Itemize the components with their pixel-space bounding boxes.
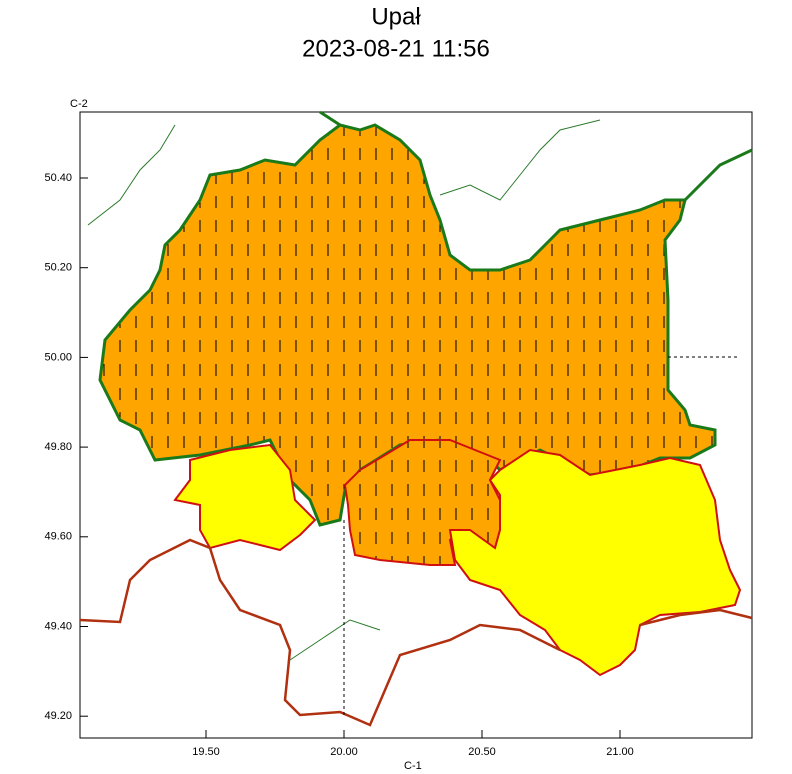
x-tick-label: 20.00 xyxy=(330,746,358,758)
y-tick-label: 49.80 xyxy=(44,441,72,453)
river xyxy=(289,619,381,661)
y-tick-label: 50.20 xyxy=(44,262,72,274)
x-tick-label: 21.00 xyxy=(606,746,634,758)
y-tick-label: 50.00 xyxy=(44,351,72,363)
warning-yellow-west xyxy=(173,443,317,552)
map-area xyxy=(79,110,753,739)
x-axis-label: C-1 xyxy=(404,760,422,769)
warning-yellow-east xyxy=(448,448,742,677)
river xyxy=(439,119,601,201)
border xyxy=(639,608,753,627)
y-tick-label: 50.40 xyxy=(44,172,72,184)
y-tick-label: 49.60 xyxy=(44,531,72,543)
x-tick-label: 19.50 xyxy=(192,746,220,758)
y-axis-label: C-2 xyxy=(70,98,88,110)
ticks: 50.40 50.20 50.00 49.80 49.60 49.40 49.20 19.50… xyxy=(44,172,633,758)
green-outline xyxy=(319,110,341,127)
river xyxy=(87,124,176,226)
x-tick-label: 20.50 xyxy=(468,746,496,758)
y-tick-label: 49.20 xyxy=(44,710,72,722)
border xyxy=(79,538,561,727)
green-outline xyxy=(683,148,753,202)
title-timestamp: 2023-08-21 11:56 xyxy=(302,35,490,62)
title-hazard: Upał xyxy=(371,3,421,30)
y-tick-label: 49.40 xyxy=(44,620,72,632)
